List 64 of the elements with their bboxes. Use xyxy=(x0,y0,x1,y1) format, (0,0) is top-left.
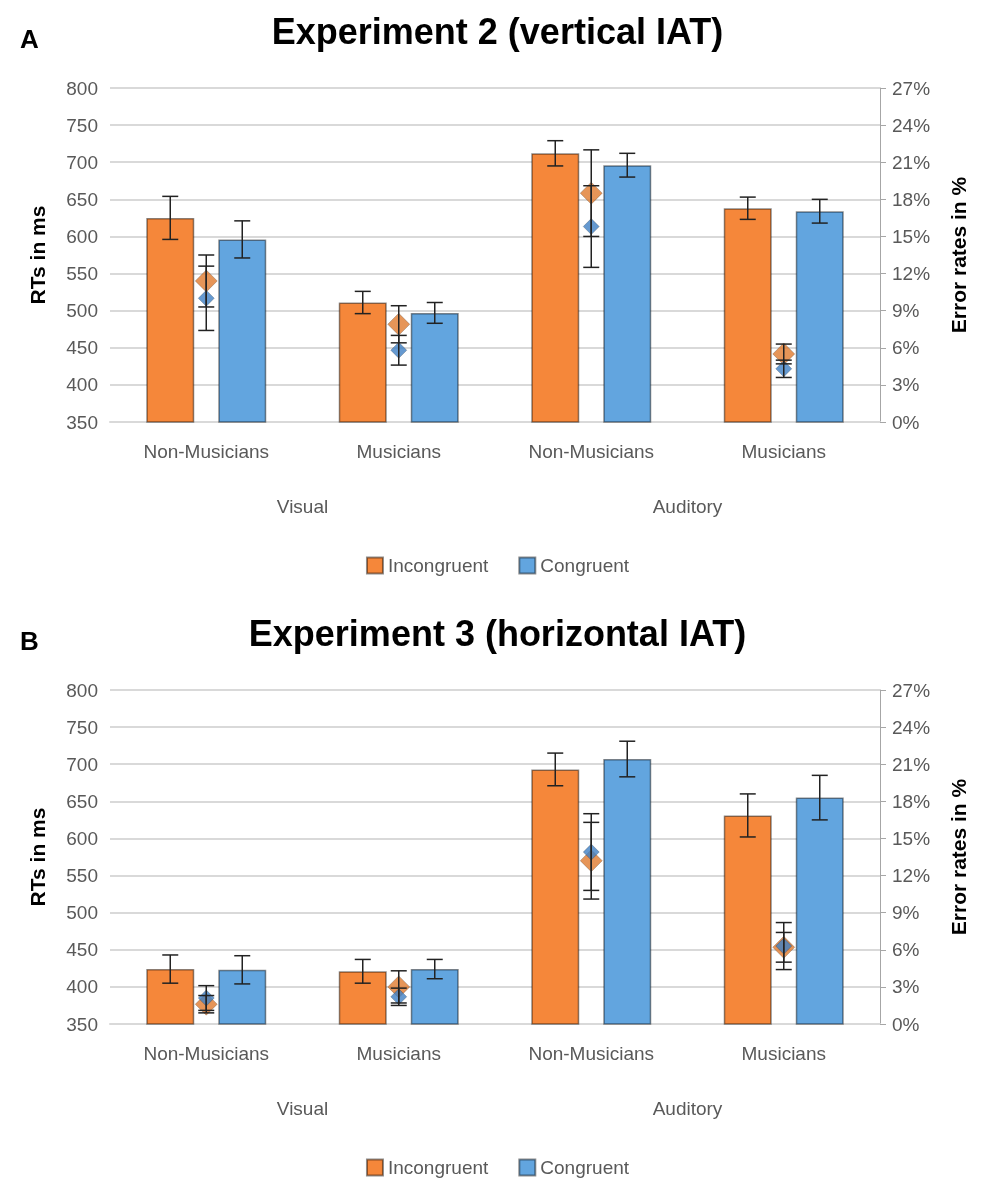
x-tick-label: Non-Musicians xyxy=(528,441,655,462)
y-tick-label: 550 xyxy=(66,263,98,285)
y-tick-label: 700 xyxy=(66,753,98,775)
x-tick-label: Musicians xyxy=(741,441,826,462)
text: Visual xyxy=(276,496,329,517)
text: Auditory xyxy=(652,496,723,517)
y-tick-label: 600 xyxy=(66,827,98,849)
y2-tick-label: 12% xyxy=(892,263,931,285)
y-tick-label: 500 xyxy=(66,902,98,924)
text: Visual xyxy=(276,1098,329,1119)
y2-tick-label: 0% xyxy=(892,1013,920,1035)
y2-tick-label: 21% xyxy=(892,753,931,775)
chart-title: Experiment 2 (vertical IAT) xyxy=(271,10,724,52)
x-tick-label: Non-Musicians xyxy=(143,1043,270,1064)
y2-tick-label: 24% xyxy=(892,114,931,136)
x-tick-label: Musicians xyxy=(356,1043,441,1064)
y-tick-label: 600 xyxy=(66,225,98,247)
y-tick-label: 700 xyxy=(66,151,98,173)
y2-tick-label: 15% xyxy=(892,225,931,247)
text: A xyxy=(20,24,39,54)
x-tick-label: Musicians xyxy=(741,1043,826,1064)
y-tick-label: 400 xyxy=(66,976,98,998)
y-axis-title: RTs in ms xyxy=(26,807,49,907)
x-tick-label: Musicians xyxy=(356,441,441,462)
y-tick-label: 650 xyxy=(66,790,98,812)
y2-tick-label: 3% xyxy=(892,374,920,396)
legend-label: Incongruent xyxy=(387,1157,490,1178)
y2-tick-label: 21% xyxy=(892,151,931,173)
y-tick-label: 800 xyxy=(66,77,98,99)
legend-label: Congruent xyxy=(540,555,630,576)
y2-tick-label: 27% xyxy=(892,77,931,99)
y2-tick-label: 3% xyxy=(892,976,920,998)
y-tick-label: 550 xyxy=(66,865,98,887)
y2-tick-label: 12% xyxy=(892,865,931,887)
text: Auditory xyxy=(652,1098,723,1119)
y-tick-label: 750 xyxy=(66,114,98,136)
y2-axis-title: Error rates in % xyxy=(947,778,970,936)
y2-axis-title: Error rates in % xyxy=(947,176,970,334)
y2-tick-label: 9% xyxy=(892,902,920,924)
y-tick-label: 400 xyxy=(66,374,98,396)
y2-tick-label: 18% xyxy=(892,790,931,812)
y-tick-label: 350 xyxy=(66,411,98,433)
x-tick-label: Non-Musicians xyxy=(143,441,270,462)
y2-tick-label: 6% xyxy=(892,337,920,359)
y-tick-label: 750 xyxy=(66,716,98,738)
y2-tick-label: 27% xyxy=(892,679,931,701)
y2-tick-label: 0% xyxy=(892,411,920,433)
x-tick-label: Non-Musicians xyxy=(528,1043,655,1064)
y2-tick-label: 18% xyxy=(892,188,931,210)
y2-tick-label: 15% xyxy=(892,827,931,849)
text: B xyxy=(20,626,39,656)
y2-tick-label: 9% xyxy=(892,300,920,322)
y-axis-title: RTs in ms xyxy=(26,205,49,305)
y-tick-label: 450 xyxy=(66,337,98,359)
chart-title: Experiment 3 (horizontal IAT) xyxy=(248,612,747,654)
y-tick-label: 450 xyxy=(66,939,98,961)
y-tick-label: 350 xyxy=(66,1013,98,1035)
legend-label: Congruent xyxy=(540,1157,630,1178)
y-tick-label: 500 xyxy=(66,300,98,322)
y-tick-label: 650 xyxy=(66,188,98,210)
legend-label: Incongruent xyxy=(387,555,490,576)
y2-tick-label: 6% xyxy=(892,939,920,961)
y-tick-label: 800 xyxy=(66,679,98,701)
y2-tick-label: 24% xyxy=(892,716,931,738)
